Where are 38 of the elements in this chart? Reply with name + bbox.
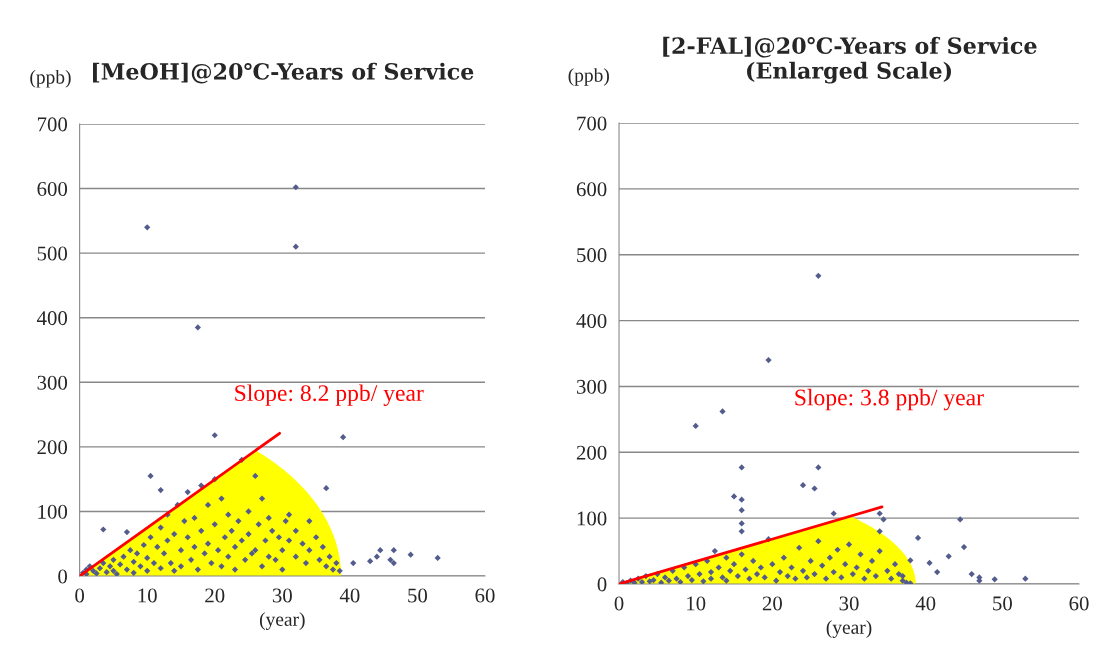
x-tick-label: 20 xyxy=(205,588,225,603)
x-tick-label: 10 xyxy=(138,588,157,603)
y-tick-label: 0 xyxy=(597,577,607,592)
y-tick-label: 300 xyxy=(576,379,607,394)
y-tick-label: 300 xyxy=(37,375,68,390)
chart-title: [MeOH]@20℃-Years of Service xyxy=(93,62,474,84)
x-tick-label: 50 xyxy=(408,588,428,603)
y-tick-label: 700 xyxy=(37,117,68,132)
x-tick-label: 40 xyxy=(915,596,936,611)
y-tick-label: 500 xyxy=(37,246,68,261)
x-tick-label: 20 xyxy=(762,596,782,611)
x-tick-label: 10 xyxy=(687,596,706,611)
x-tick-label: 40 xyxy=(339,588,360,603)
y-tick-label: 100 xyxy=(38,504,68,519)
y-tick-label: 100 xyxy=(577,511,607,526)
x-tick-label: 0 xyxy=(75,588,85,603)
y-tick-label: 200 xyxy=(576,445,607,460)
y-tick-label: 400 xyxy=(576,313,607,329)
x-tick-label: 50 xyxy=(993,596,1012,611)
y-tick-label: 500 xyxy=(577,248,607,263)
y-tick-label: 600 xyxy=(37,181,68,196)
x-tick-label: 0 xyxy=(614,596,624,611)
y-tick-label: 600 xyxy=(576,182,607,197)
chart-title: [2-FAL]@20℃-Years of Service (Enlarged Scale) xyxy=(663,36,1037,84)
annotation: Slope: 8.2 ppb/ year xyxy=(235,384,424,406)
y-axis-title: (ppb) xyxy=(30,69,71,88)
y-tick-label: 400 xyxy=(36,311,68,326)
x-axis-title: (year) xyxy=(259,612,305,630)
x-tick-label: 30 xyxy=(272,588,292,603)
y-tick-label: 700 xyxy=(577,116,607,131)
annotation: Slope: 3.8 ppb/ year xyxy=(795,388,984,411)
y-axis-title: (ppb) xyxy=(568,68,609,86)
x-tick-label: 30 xyxy=(839,596,859,611)
x-tick-label: 60 xyxy=(1069,596,1089,611)
x-axis-title: (year) xyxy=(826,620,872,638)
x-tick-label: 60 xyxy=(475,588,495,603)
y-tick-label: 0 xyxy=(58,569,68,584)
y-tick-label: 200 xyxy=(37,440,68,455)
